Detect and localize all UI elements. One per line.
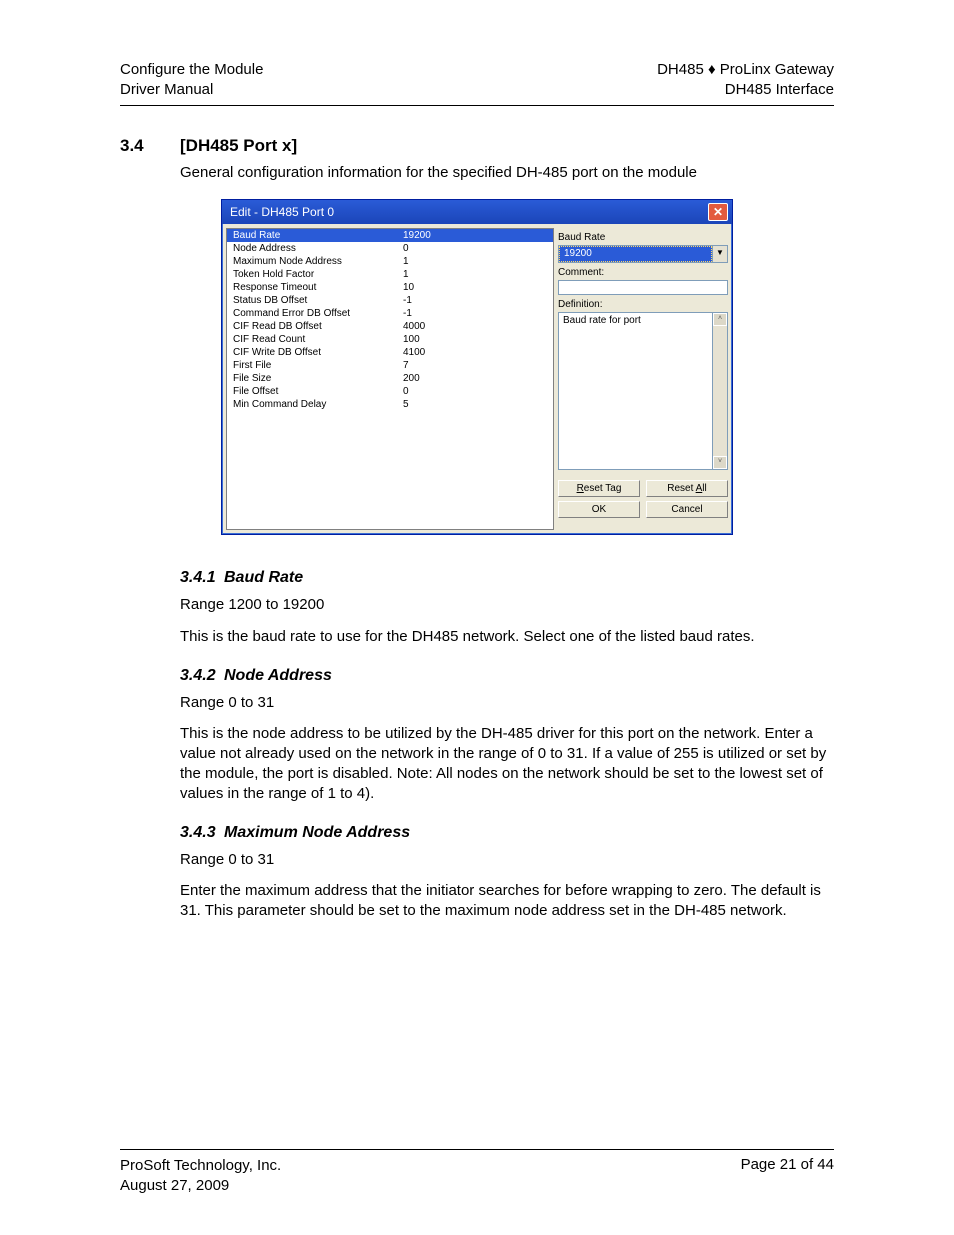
field-label: Baud Rate [558, 232, 728, 243]
footer-date: August 27, 2009 [120, 1176, 281, 1196]
header-right-line2: DH485 Interface [657, 80, 834, 100]
param-value: 4000 [403, 320, 547, 333]
param-value: -1 [403, 307, 547, 320]
baud-rate-combo[interactable]: 19200 ▼ [558, 245, 728, 263]
ok-button[interactable]: OK [558, 501, 640, 518]
scroll-down-icon[interactable]: ˅ [713, 456, 727, 469]
param-name: Response Timeout [233, 281, 403, 294]
param-row[interactable]: Baud Rate19200 [227, 229, 553, 242]
param-value: 4100 [403, 346, 547, 359]
definition-text: Baud rate for port [563, 315, 641, 326]
header-left: Configure the Module Driver Manual [120, 60, 263, 99]
param-row[interactable]: CIF Read DB Offset4000 [227, 320, 553, 333]
subsection-number: 3.4.3 [180, 824, 224, 842]
body-paragraph: Range 0 to 31 [180, 693, 834, 713]
combo-value: 19200 [559, 246, 712, 262]
param-name: Baud Rate [233, 229, 403, 242]
param-name: CIF Read DB Offset [233, 320, 403, 333]
section-number: 3.4 [120, 136, 180, 156]
subsection-title: Maximum Node Address [224, 824, 410, 841]
subsection-heading: 3.4.1Baud Rate [180, 569, 834, 587]
param-name: Min Command Delay [233, 398, 403, 411]
edit-dialog: Edit - DH485 Port 0 ✕ Baud Rate19200Node… [221, 199, 733, 535]
header-right-line1: DH485 ♦ ProLinx Gateway [657, 60, 834, 80]
param-value: 19200 [403, 229, 547, 242]
param-row[interactable]: File Size200 [227, 372, 553, 385]
param-name: Command Error DB Offset [233, 307, 403, 320]
param-row[interactable]: CIF Write DB Offset4100 [227, 346, 553, 359]
subsection-heading: 3.4.2Node Address [180, 667, 834, 685]
section-intro: General configuration information for th… [180, 164, 834, 181]
subsection-number: 3.4.1 [180, 569, 224, 587]
subsection-title: Node Address [224, 667, 332, 684]
param-value: 1 [403, 255, 547, 268]
param-value: 0 [403, 242, 547, 255]
param-name: Node Address [233, 242, 403, 255]
param-value: 100 [403, 333, 547, 346]
body-paragraph: Range 1200 to 19200 [180, 595, 834, 615]
comment-label: Comment: [558, 267, 728, 278]
header-left-line2: Driver Manual [120, 80, 263, 100]
param-name: File Offset [233, 385, 403, 398]
cancel-button[interactable]: Cancel [646, 501, 728, 518]
param-name: CIF Read Count [233, 333, 403, 346]
close-icon[interactable]: ✕ [708, 203, 728, 221]
page-header: Configure the Module Driver Manual DH485… [120, 60, 834, 106]
param-row[interactable]: Maximum Node Address1 [227, 255, 553, 268]
param-value: -1 [403, 294, 547, 307]
param-value: 5 [403, 398, 547, 411]
param-name: First File [233, 359, 403, 372]
param-value: 7 [403, 359, 547, 372]
param-row[interactable]: CIF Read Count100 [227, 333, 553, 346]
body-paragraph: This is the baud rate to use for the DH4… [180, 627, 834, 647]
parameter-list[interactable]: Baud Rate19200Node Address0Maximum Node … [226, 228, 554, 530]
scrollbar[interactable]: ˄ ˅ [712, 313, 727, 469]
reset-tag-button[interactable]: Reset Tag [558, 480, 640, 497]
subsection-number: 3.4.2 [180, 667, 224, 685]
param-value: 0 [403, 385, 547, 398]
param-value: 200 [403, 372, 547, 385]
param-row[interactable]: Token Hold Factor1 [227, 268, 553, 281]
definition-box: Baud rate for port ˄ ˅ [558, 312, 728, 470]
header-left-line1: Configure the Module [120, 60, 263, 80]
param-row[interactable]: Status DB Offset-1 [227, 294, 553, 307]
subsection-title: Baud Rate [224, 569, 303, 586]
param-name: Token Hold Factor [233, 268, 403, 281]
footer-page: Page 21 of 44 [741, 1156, 834, 1195]
section-title: [DH485 Port x] [180, 136, 297, 155]
param-value: 10 [403, 281, 547, 294]
header-right: DH485 ♦ ProLinx Gateway DH485 Interface [657, 60, 834, 99]
body-paragraph: This is the node address to be utilized … [180, 724, 834, 803]
page-footer: ProSoft Technology, Inc. August 27, 2009… [120, 1149, 834, 1195]
dialog-titlebar[interactable]: Edit - DH485 Port 0 ✕ [222, 200, 732, 224]
param-name: File Size [233, 372, 403, 385]
body-paragraph: Enter the maximum address that the initi… [180, 881, 834, 921]
param-row[interactable]: Command Error DB Offset-1 [227, 307, 553, 320]
subsection-heading: 3.4.3Maximum Node Address [180, 824, 834, 842]
footer-company: ProSoft Technology, Inc. [120, 1156, 281, 1176]
param-name: Status DB Offset [233, 294, 403, 307]
comment-input[interactable] [558, 280, 728, 295]
param-row[interactable]: Node Address0 [227, 242, 553, 255]
param-value: 1 [403, 268, 547, 281]
param-row[interactable]: First File7 [227, 359, 553, 372]
detail-panel: Baud Rate 19200 ▼ Comment: Definition: B… [558, 228, 728, 530]
param-name: Maximum Node Address [233, 255, 403, 268]
reset-all-button[interactable]: Reset All [646, 480, 728, 497]
dialog-title: Edit - DH485 Port 0 [230, 205, 334, 219]
chevron-down-icon[interactable]: ▼ [712, 246, 727, 262]
param-name: CIF Write DB Offset [233, 346, 403, 359]
section-heading: 3.4[DH485 Port x] [120, 136, 834, 156]
body-paragraph: Range 0 to 31 [180, 850, 834, 870]
param-row[interactable]: File Offset0 [227, 385, 553, 398]
param-row[interactable]: Min Command Delay5 [227, 398, 553, 411]
scroll-up-icon[interactable]: ˄ [713, 313, 727, 326]
param-row[interactable]: Response Timeout10 [227, 281, 553, 294]
definition-label: Definition: [558, 299, 728, 310]
